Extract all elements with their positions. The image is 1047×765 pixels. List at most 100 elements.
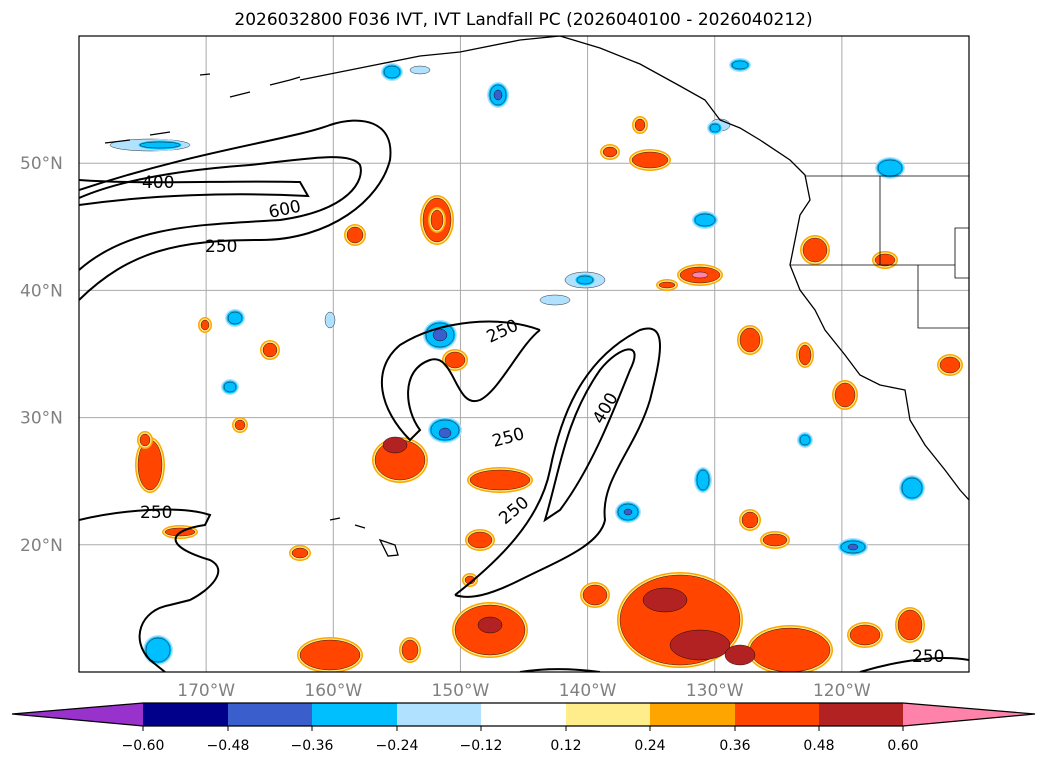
- shaded-region: [477, 616, 503, 634]
- colorbar-over-triangle: [903, 703, 1035, 726]
- shaded-region: [576, 275, 594, 285]
- contour-label: 250: [140, 503, 172, 523]
- contour-label: 250: [205, 237, 237, 257]
- shaded-region: [901, 477, 923, 499]
- hawaii-islands: [329, 517, 399, 557]
- shaded-region: [731, 60, 749, 70]
- colorbar-tick-label: 0.24: [634, 738, 665, 754]
- shaded-region: [658, 281, 676, 289]
- shaded-region: [897, 609, 923, 641]
- contour-label: 400: [589, 389, 623, 427]
- lon-label: 150°W: [432, 681, 490, 701]
- shaded-region: [383, 65, 401, 79]
- lat-label: 20°N: [20, 536, 63, 556]
- shaded-region: [145, 637, 171, 663]
- shaded-region: [469, 469, 531, 491]
- colorbar-tick-label: −0.60: [122, 738, 165, 754]
- contour-400-jet: [79, 156, 362, 271]
- shaded-region: [139, 433, 151, 447]
- shaded-region: [874, 253, 896, 267]
- shaded-region: [939, 356, 961, 374]
- contour-label: 600: [267, 197, 303, 223]
- shaded-region: [493, 89, 503, 101]
- shaded-region: [438, 427, 452, 439]
- shaded-region: [741, 511, 759, 529]
- colorbar-tick-label: −0.24: [376, 738, 419, 754]
- contour-250-east: [859, 657, 969, 672]
- colorbar-segment: [312, 703, 397, 726]
- contour-250-west: [79, 508, 220, 672]
- shaded-region: [709, 123, 721, 133]
- contour-400-south: [543, 348, 636, 523]
- shaded-region: [762, 533, 788, 547]
- lon-label: 120°W: [813, 681, 871, 701]
- shaded-region: [539, 294, 571, 306]
- contour-label: 250: [484, 316, 522, 348]
- colorbar-segment: [143, 703, 228, 726]
- shaded-region: [798, 344, 812, 366]
- colorbar-tick-label: −0.48: [207, 738, 250, 754]
- contour-250-bottom: [519, 668, 601, 672]
- shaded-region: [467, 531, 493, 549]
- shaded-region: [324, 311, 336, 329]
- shaded-region: [299, 639, 361, 671]
- aleutian-islands: [104, 73, 301, 144]
- map-frame: [78, 35, 970, 673]
- shaded-region: [444, 351, 466, 369]
- colorbar-tick-label: 0.12: [550, 738, 581, 754]
- contour-600-jet: [79, 179, 310, 206]
- shaded-region: [262, 342, 278, 358]
- shaded-region: [694, 213, 716, 227]
- lon-label: 160°W: [304, 681, 362, 701]
- shaded-region: [799, 434, 811, 446]
- shaded-region: [602, 146, 618, 158]
- shaded-region: [223, 381, 237, 393]
- lon-label: 130°W: [686, 681, 744, 701]
- colorbar-segment: [650, 703, 735, 726]
- contour-250-central: [380, 320, 541, 442]
- colorbar-tick-label: 0.60: [887, 738, 918, 754]
- shaded-region: [877, 159, 903, 177]
- north-america-coastline: [299, 36, 969, 501]
- coastlines: [104, 36, 969, 557]
- shaded-region: [346, 226, 364, 244]
- colorbar-tick-label: 0.36: [719, 738, 750, 754]
- colorbar-segment: [481, 703, 566, 726]
- shaded-region: [739, 327, 761, 353]
- colorbar-segment: [228, 703, 312, 726]
- shaded-region: [227, 311, 243, 325]
- colorbar: −0.60 −0.48 −0.36 −0.24 −0.12 0.12 0.24 0.36 0.4…: [11, 702, 1036, 754]
- shaded-region: [623, 508, 633, 516]
- shaded-region: [834, 382, 856, 408]
- shaded-region: [802, 237, 828, 263]
- shaded-region: [847, 543, 859, 551]
- lon-label: 170°W: [177, 681, 235, 701]
- colorbar-segment: [819, 703, 903, 726]
- shaded-region: [642, 587, 688, 613]
- latitude-labels: 50°N 40°N 30°N 20°N: [20, 154, 63, 556]
- shaded-region: [724, 644, 756, 666]
- colorbar-under-triangle: [12, 703, 143, 726]
- shaded-region: [200, 319, 210, 331]
- shaded-region: [382, 436, 408, 454]
- shaded-region: [749, 627, 831, 672]
- shaded-region: [634, 118, 646, 132]
- shaded-region: [669, 629, 731, 661]
- contour-250-south: [454, 327, 661, 598]
- shaded-region: [234, 419, 246, 431]
- gridlines: [79, 36, 969, 672]
- shaded-region: [430, 209, 444, 231]
- shaded-region: [582, 584, 608, 606]
- contour-label: 250: [490, 424, 527, 452]
- state-borders: [790, 175, 969, 329]
- colorbar-segment: [735, 703, 819, 726]
- colorbar-tick-label: −0.12: [460, 738, 503, 754]
- shaded-region: [696, 469, 710, 491]
- colorbar-tick-label: −0.36: [291, 738, 334, 754]
- chart-title: 2026032800 F036 IVT, IVT Landfall PC (20…: [234, 10, 813, 30]
- lat-label: 50°N: [20, 154, 63, 174]
- lat-label: 30°N: [20, 409, 63, 429]
- colorbar-tick-label: 0.48: [803, 738, 834, 754]
- lat-label: 40°N: [20, 281, 63, 301]
